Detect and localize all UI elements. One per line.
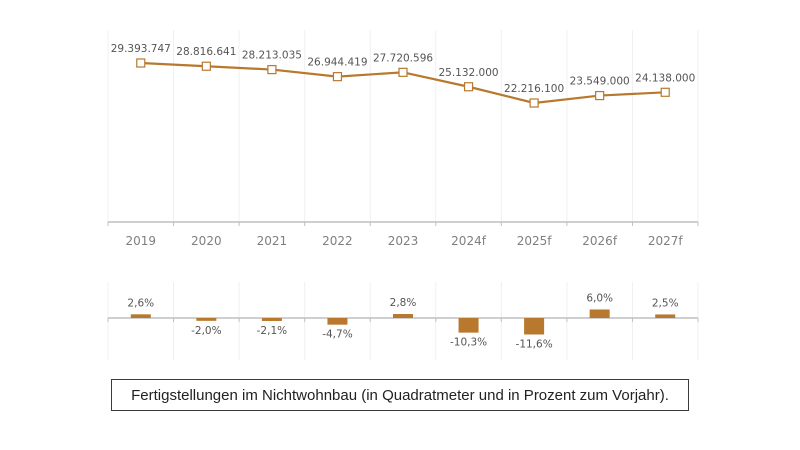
- bar-data-label: -4,7%: [322, 329, 352, 341]
- line-chart-x-ticks: [107, 222, 699, 226]
- bar: [589, 309, 610, 318]
- bar-data-label: 6,0%: [586, 292, 613, 304]
- bar-data-labels: 2,6% -2,0% -2,1% -4,7% 2,8% -10,3% -11,6% 6,0% 2…: [127, 292, 678, 350]
- bar-data-label: -10,3%: [450, 337, 487, 349]
- figure-caption: Fertigstellungen im Nichtwohnbau (in Qua…: [111, 379, 689, 411]
- data-label: 24.138.000: [635, 72, 695, 84]
- x-tick-label: 2022: [322, 234, 353, 248]
- data-label: 25.132.000: [438, 67, 498, 79]
- line-chart-gridlines: [107, 30, 699, 222]
- data-label: 29.393.747: [111, 43, 171, 55]
- x-tick-label: 2024f: [451, 234, 487, 248]
- data-label: 28.213.035: [242, 50, 302, 62]
- data-point-marker: [595, 90, 605, 101]
- caption-text: Fertigstellungen im Nichtwohnbau (in Qua…: [131, 386, 669, 404]
- x-tick-label: 2021: [257, 234, 288, 248]
- data-label: 23.549.000: [570, 76, 630, 88]
- bar-data-label: -2,1%: [257, 325, 287, 337]
- x-tick-label: 2020: [191, 234, 222, 248]
- chart-area: 2019 2020 2021 2022 2023 2024f 2025f 2026f 2027f…: [107, 30, 699, 360]
- line-data-labels: 29.393.747 28.816.641 28.213.035 26.944.419…: [111, 43, 696, 95]
- data-point-marker: [660, 87, 670, 97]
- x-axis-tick-labels: 2019 2020 2021 2022 2023 2024f 2025f 2026f 2027f: [126, 234, 684, 248]
- x-tick-label: 2027f: [648, 234, 684, 248]
- line-markers: [136, 58, 670, 108]
- x-tick-label: 2023: [388, 234, 419, 248]
- data-label: 27.720.596: [373, 52, 433, 64]
- data-point-marker: [201, 61, 211, 71]
- bar: [327, 318, 348, 325]
- bar-data-label: 2,6%: [127, 297, 154, 309]
- data-point-marker: [332, 72, 343, 82]
- data-point-marker: [136, 58, 146, 68]
- bar: [458, 318, 479, 333]
- bar: [524, 318, 545, 335]
- data-point-marker: [267, 64, 277, 75]
- bar: [196, 318, 217, 321]
- data-point-marker: [463, 82, 474, 92]
- bar: [130, 314, 151, 318]
- bar: [261, 318, 282, 321]
- x-tick-label: 2025f: [517, 234, 553, 248]
- bar-data-label: -11,6%: [516, 338, 553, 350]
- data-label: 26.944.419: [307, 57, 367, 69]
- x-tick-label: 2019: [126, 234, 157, 248]
- bar-data-label: 2,8%: [390, 297, 417, 309]
- x-tick-label: 2026f: [582, 234, 618, 248]
- bar-data-label: 2,5%: [652, 297, 679, 309]
- data-point-marker: [529, 98, 539, 108]
- bar: [393, 314, 413, 318]
- data-point-marker: [398, 67, 408, 77]
- bars: [130, 309, 676, 335]
- bar-data-label: -2,0%: [191, 325, 221, 337]
- data-label: 22.216.100: [504, 83, 564, 95]
- bar: [655, 314, 676, 318]
- data-label: 28.816.641: [176, 46, 236, 58]
- bar-chart-x-ticks: [107, 318, 699, 322]
